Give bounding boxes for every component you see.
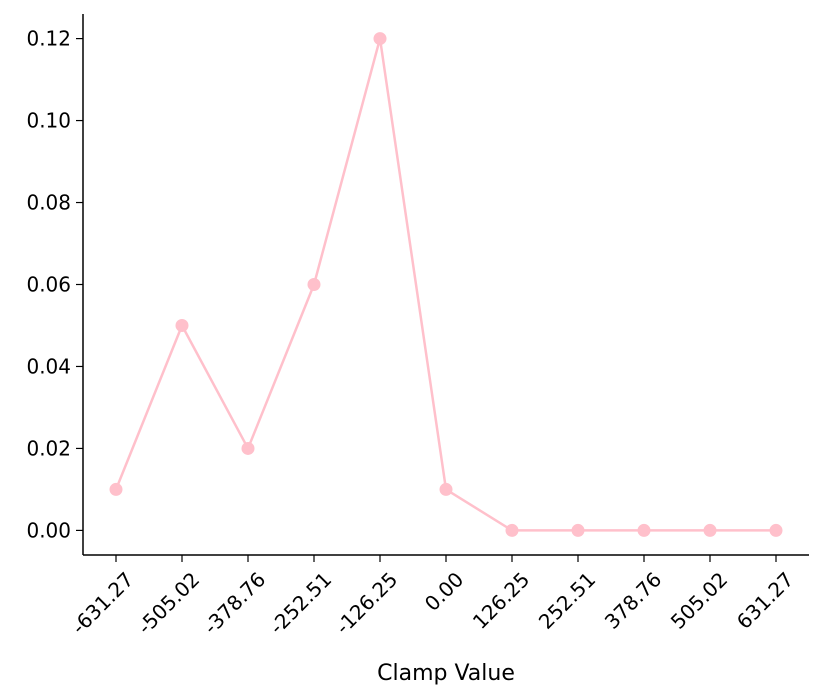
x-tick-label: -378.76 — [199, 567, 271, 639]
y-tick-label: 0.00 — [26, 518, 71, 542]
data-point — [373, 32, 387, 46]
data-point — [637, 523, 651, 537]
x-tick-label: 505.02 — [666, 567, 732, 633]
data-point — [703, 523, 717, 537]
y-tick-label: 0.10 — [26, 109, 71, 133]
data-point — [571, 523, 585, 537]
x-tick-label: -252.51 — [265, 567, 337, 639]
data-point — [175, 318, 189, 332]
x-tick-label: 126.25 — [468, 567, 534, 633]
x-axis-title: Clamp Value — [377, 661, 515, 686]
data-point — [439, 482, 453, 496]
x-tick-label: -631.27 — [67, 567, 139, 639]
x-tick-label: 631.27 — [732, 567, 798, 633]
x-tick-label: 378.76 — [600, 567, 666, 633]
x-tick-label: 0.00 — [420, 567, 468, 615]
y-tick-label: 0.02 — [26, 436, 71, 460]
y-tick-label: 0.04 — [26, 354, 71, 378]
y-tick-label: 0.06 — [26, 273, 71, 297]
y-tick-label: 0.08 — [26, 191, 71, 215]
data-point — [241, 441, 255, 455]
series-layer — [109, 32, 783, 537]
y-tick-label: 0.12 — [26, 27, 71, 51]
data-point — [307, 278, 321, 291]
x-tick-label: 252.51 — [534, 567, 600, 633]
axes — [82, 14, 809, 556]
data-point — [109, 482, 123, 496]
y-axis-ticks: 0.00 0.02 0.04 0.06 0.08 0.10 0.12 — [26, 27, 83, 542]
x-tick-label: -126.25 — [331, 567, 403, 639]
x-tick-label: -505.02 — [133, 567, 205, 639]
data-point — [505, 523, 519, 537]
data-point — [769, 523, 783, 537]
x-axis-ticks: -631.27-505.02-378.76-252.51-126.25 0.00 1… — [67, 555, 798, 639]
series-line — [114, 37, 776, 532]
